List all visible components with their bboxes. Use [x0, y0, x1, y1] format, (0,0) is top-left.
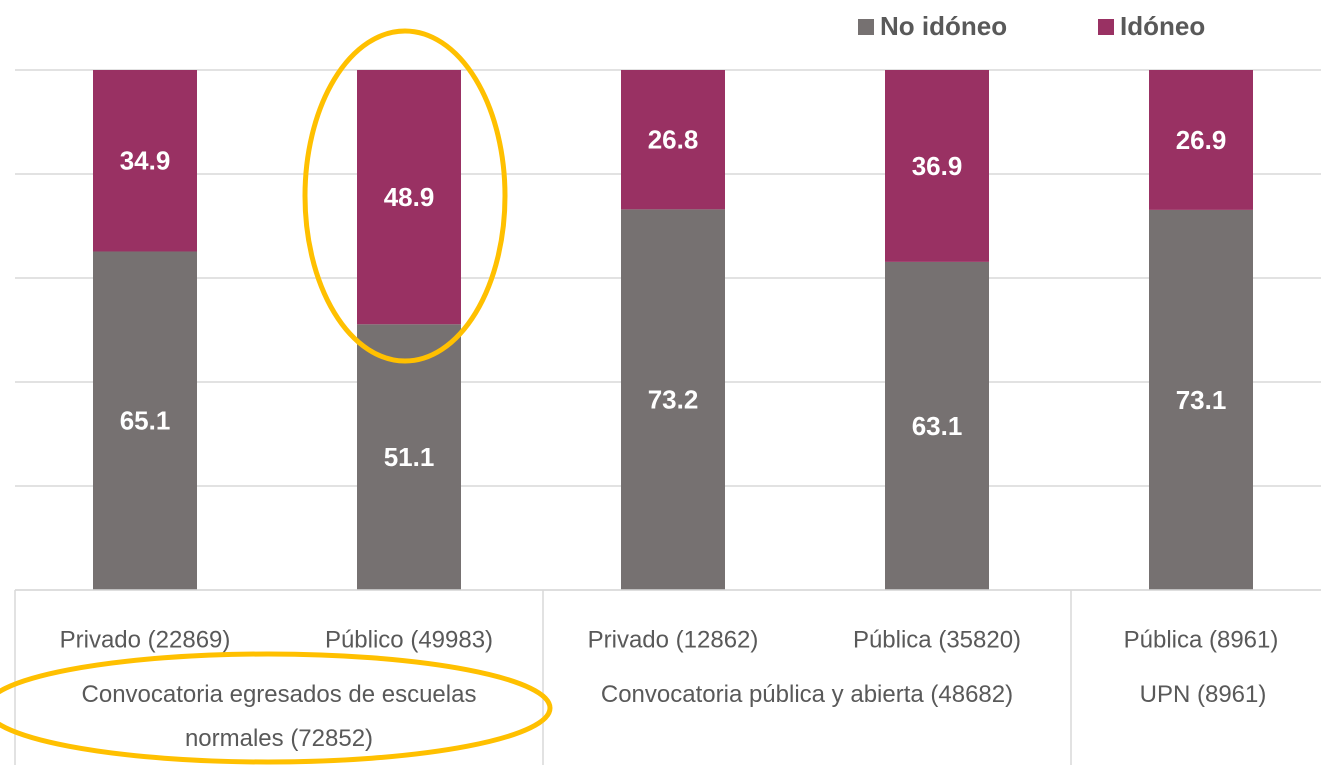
data-label: 63.1 — [912, 411, 963, 441]
x-tick-label: Pública (35820) — [853, 626, 1021, 653]
x-tick-label: Pública (8961) — [1124, 626, 1279, 653]
x-tick-label: Privado (12862) — [588, 626, 759, 653]
x-tick-label: Público (49983) — [325, 626, 493, 653]
group-label: Convocatoria egresados de escuelas norma… — [81, 681, 477, 752]
data-label: 34.9 — [120, 146, 171, 176]
highlight-ellipse — [302, 28, 508, 364]
legend-swatch — [858, 19, 874, 35]
bar-segment — [1149, 209, 1253, 590]
data-label: 26.8 — [648, 125, 699, 155]
bar-segment — [1149, 70, 1253, 210]
highlight-ellipse — [0, 651, 553, 765]
bar-segment — [93, 251, 197, 591]
bar-segment — [885, 70, 989, 262]
bar-segment — [357, 70, 461, 325]
x-tick-label: Privado (22869) — [60, 626, 231, 653]
data-label: 48.9 — [384, 182, 435, 212]
data-label: 51.1 — [384, 442, 435, 472]
bar-segment — [357, 324, 461, 590]
data-label: 65.1 — [120, 406, 171, 436]
legend-swatch — [1098, 19, 1114, 35]
data-label: 36.9 — [912, 151, 963, 181]
legend-label: No idóneo — [880, 11, 1007, 41]
bar-segment — [885, 261, 989, 590]
legend-label: Idóneo — [1120, 11, 1205, 41]
data-label: 26.9 — [1176, 125, 1227, 155]
group-label: UPN (8961) — [1139, 681, 1267, 708]
data-label: 73.1 — [1176, 385, 1227, 415]
data-label: 73.2 — [648, 385, 699, 415]
bar-segment — [621, 209, 725, 591]
group-label: Convocatoria pública y abierta (48682) — [600, 681, 1014, 708]
bar-segment — [621, 70, 725, 210]
bar-segment — [93, 70, 197, 252]
